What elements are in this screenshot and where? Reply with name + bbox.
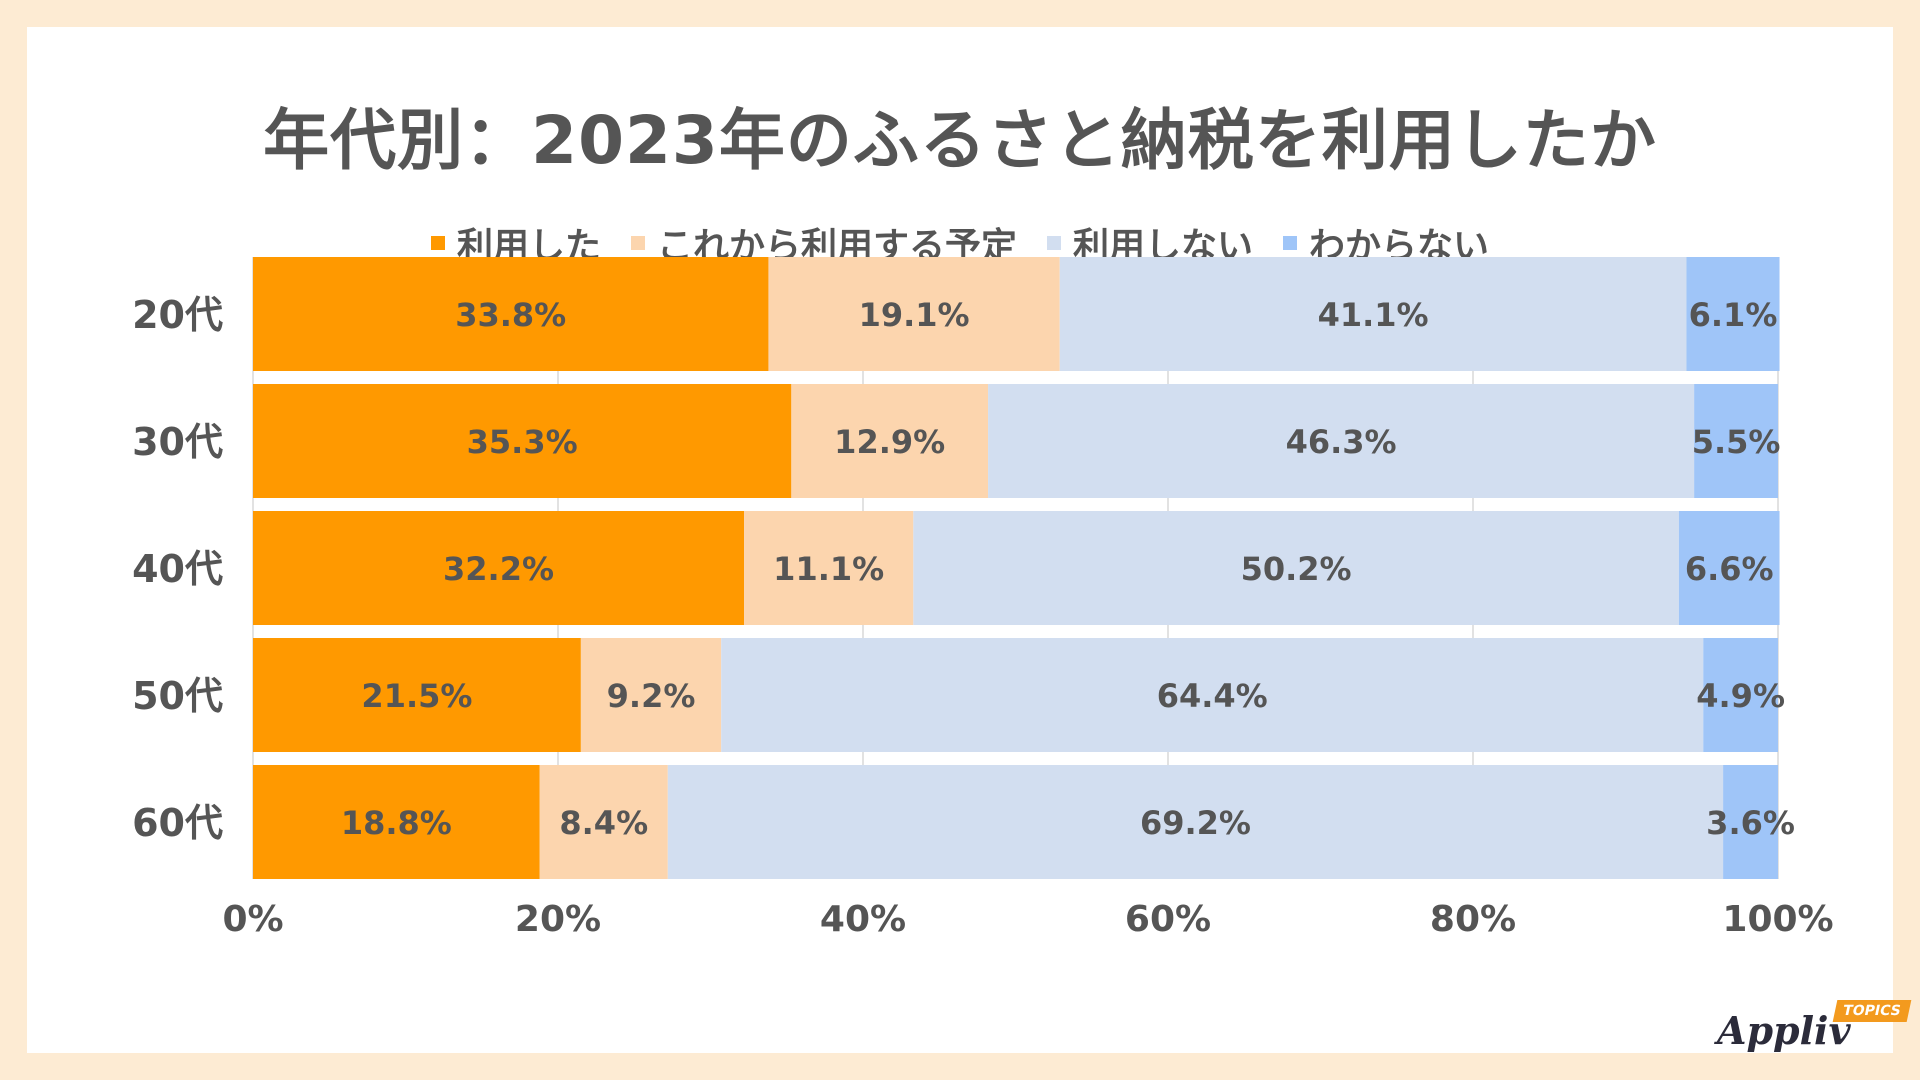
- x-tick-label: 40%: [820, 899, 906, 940]
- data-label: 46.3%: [1286, 423, 1397, 461]
- category-label: 30代: [132, 420, 223, 464]
- data-label: 41.1%: [1318, 296, 1429, 334]
- bar-segment: [1686, 257, 1780, 371]
- data-label: 50.2%: [1241, 550, 1352, 588]
- data-label: 19.1%: [859, 296, 970, 334]
- category-label: 60代: [132, 801, 223, 845]
- data-label: 8.4%: [559, 804, 648, 842]
- data-label: 9.2%: [607, 677, 696, 715]
- bar-segment: [1723, 765, 1778, 879]
- category-label: 50代: [132, 674, 223, 718]
- bar-segment: [1694, 384, 1778, 498]
- bar-segment: [253, 384, 792, 498]
- x-tick-label: 0%: [222, 899, 283, 940]
- legend-swatch-used: [430, 236, 445, 250]
- bar-segment: [539, 765, 668, 879]
- bar-segment: [667, 765, 1724, 879]
- data-label: 4.9%: [1696, 677, 1785, 715]
- x-tick-label: 100%: [1722, 899, 1833, 940]
- stacked-bar-chart: 33.8% 19.1% 41.1% 6.1% 20代 35.3% 12.9% 46.3% 5.5…: [132, 257, 1834, 940]
- chart-card: 年代別：2023年のふるさと納税を利用したか 利用した これから利用する予定 利…: [27, 27, 1911, 1053]
- data-label: 18.8%: [341, 804, 452, 842]
- logo-badge: TOPICS: [1832, 1000, 1911, 1022]
- bar-segment: [791, 384, 989, 498]
- bar-segment: [988, 384, 1695, 498]
- data-label: 11.1%: [773, 550, 884, 588]
- bar-segment: [768, 257, 1060, 371]
- x-tick-label: 20%: [515, 899, 601, 940]
- bar-segment: [1678, 511, 1780, 625]
- category-label: 20代: [132, 293, 223, 337]
- data-label: 21.5%: [361, 677, 472, 715]
- x-tick-label: 60%: [1125, 899, 1211, 940]
- data-label: 6.1%: [1689, 296, 1778, 334]
- bar-segment: [253, 638, 581, 752]
- bar-segment: [253, 511, 745, 625]
- legend-swatch-not-used: [1047, 236, 1061, 250]
- data-label: 35.3%: [467, 423, 578, 461]
- legend-swatch-planned: [630, 236, 645, 250]
- bar-segment: [913, 511, 1679, 625]
- chart-title: 年代別：2023年のふるさと納税を利用したか: [263, 102, 1657, 179]
- bar-segment: [253, 257, 769, 371]
- x-tick-label: 80%: [1430, 899, 1516, 940]
- data-label: 69.2%: [1140, 804, 1251, 842]
- category-label: 40代: [132, 547, 223, 591]
- data-label: 64.4%: [1157, 677, 1268, 715]
- bar-segment: [253, 765, 540, 879]
- data-label: 6.6%: [1685, 550, 1774, 588]
- data-label: 12.9%: [834, 423, 945, 461]
- bar-segment: [580, 638, 722, 752]
- data-label: 33.8%: [455, 296, 566, 334]
- bar-segment: [721, 638, 1704, 752]
- logo-wordmark: Appliv: [1717, 1008, 1851, 1053]
- bar-segment: [744, 511, 914, 625]
- legend-swatch-unknown: [1283, 236, 1298, 250]
- data-label: 32.2%: [443, 550, 554, 588]
- data-label: 3.6%: [1706, 804, 1795, 842]
- data-label: 5.5%: [1692, 423, 1781, 461]
- bar-segment: [1703, 638, 1778, 752]
- applivtopics-logo: Appliv TOPICS: [1717, 1000, 1911, 1062]
- bar-segment: [1059, 257, 1687, 371]
